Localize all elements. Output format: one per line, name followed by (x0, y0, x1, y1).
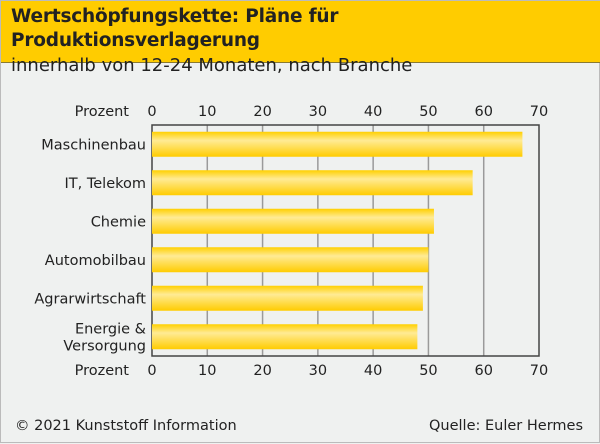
x-axis-label-bottom: Prozent (75, 363, 130, 379)
bar (152, 285, 423, 311)
bar (152, 324, 418, 350)
x-tick-label-bottom: 0 (147, 363, 156, 379)
source-text: Quelle: Euler Hermes (429, 418, 583, 434)
x-tick-label-bottom: 50 (419, 363, 437, 379)
copyright-text: © 2021 Kunststoff Information (15, 418, 237, 434)
bar (152, 170, 473, 196)
x-tick-label-bottom: 20 (253, 363, 271, 379)
x-tick-label-top: 50 (419, 104, 437, 120)
category-label: Automobilbau (45, 253, 146, 269)
category-label: Maschinenbau (41, 137, 146, 153)
category-label: Energie & (75, 321, 146, 337)
plot-frame (151, 124, 540, 357)
bar (152, 247, 429, 273)
category-label: Chemie (91, 214, 146, 230)
category-label: Agrarwirtschaft (34, 291, 146, 307)
x-tick-label-bottom: 70 (530, 363, 548, 379)
bar (152, 131, 523, 157)
category-label: IT, Telekom (65, 176, 147, 192)
x-tick-label-bottom: 30 (309, 363, 327, 379)
x-tick-label-top: 60 (474, 104, 492, 120)
x-tick-label-bottom: 40 (364, 363, 382, 379)
chart-title: Wertschöpfungskette: Pläne für Produktio… (11, 6, 339, 51)
x-tick-label-bottom: 60 (474, 363, 492, 379)
plot-area (152, 125, 539, 356)
x-tick-label-top: 20 (253, 104, 271, 120)
x-tick-label-top: 40 (364, 104, 382, 120)
x-tick-label-top: 30 (309, 104, 327, 120)
x-tick-label-top: 10 (198, 104, 216, 120)
category-label: Versorgung (63, 338, 146, 354)
bar (152, 208, 434, 234)
x-axis-label-top: Prozent (75, 104, 130, 120)
x-tick-label-top: 70 (530, 104, 548, 120)
x-tick-label-top: 0 (147, 104, 156, 120)
chart-subtitle: innerhalb von 12-24 Monaten, nach Branch… (11, 55, 413, 76)
chart-header: Wertschöpfungskette: Pläne für Produktio… (1, 1, 600, 76)
x-tick-label-bottom: 10 (198, 363, 216, 379)
